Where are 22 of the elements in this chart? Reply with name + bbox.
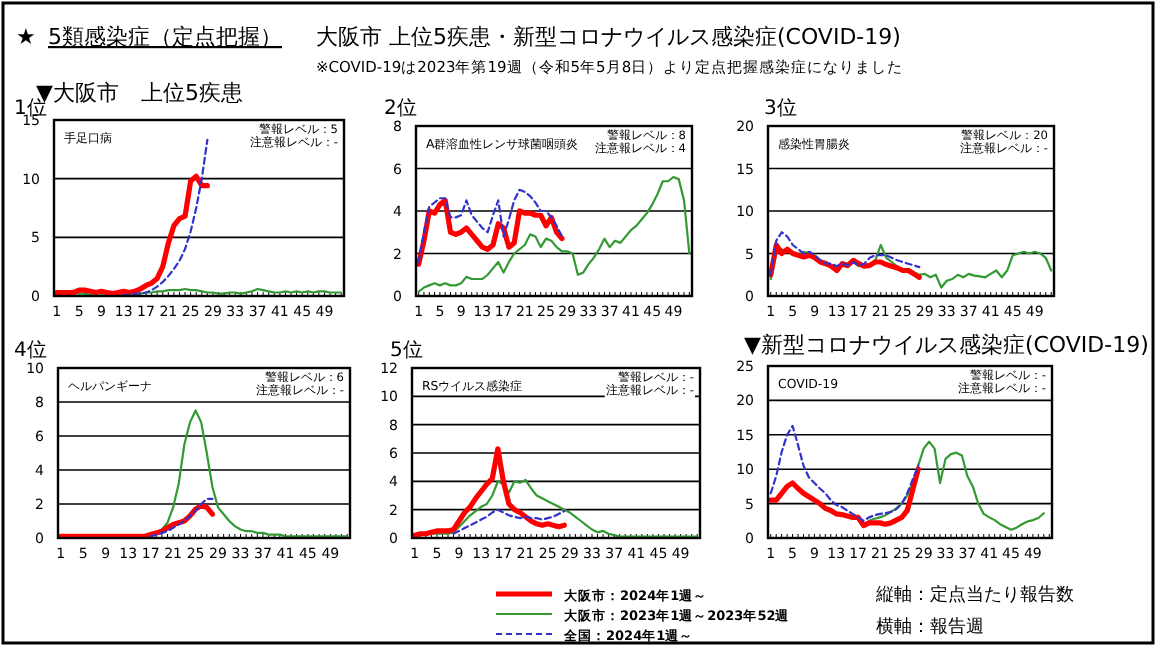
text: 5類感染症（定点把握）	[48, 24, 282, 50]
line-series	[769, 231, 921, 276]
chart-title: 4位	[14, 338, 47, 362]
line-series	[122, 138, 209, 296]
line-series	[417, 175, 691, 293]
line-series	[54, 173, 210, 297]
text: ▼新型コロナウイルス感染症(COVID-19)	[744, 332, 1149, 358]
text: ★	[16, 24, 36, 50]
line-series	[430, 478, 699, 538]
line-series	[768, 466, 921, 529]
line-series	[412, 446, 567, 538]
text: 大阪市 上位5疾患・新型コロナウイルス感染症(COVID-19)	[316, 24, 901, 50]
text: ▼大阪市 上位5疾患	[36, 80, 243, 106]
line-series	[867, 440, 1045, 531]
chart-title: 5位	[390, 338, 423, 362]
chart-title: 3位	[764, 96, 797, 120]
line-series	[149, 497, 214, 538]
text: 横軸：報告週	[876, 616, 984, 638]
line-series	[769, 424, 920, 522]
text: 縦軸：定点当たり報告数	[874, 584, 1074, 606]
line-series	[452, 508, 566, 535]
chart-title: 2位	[384, 96, 417, 120]
